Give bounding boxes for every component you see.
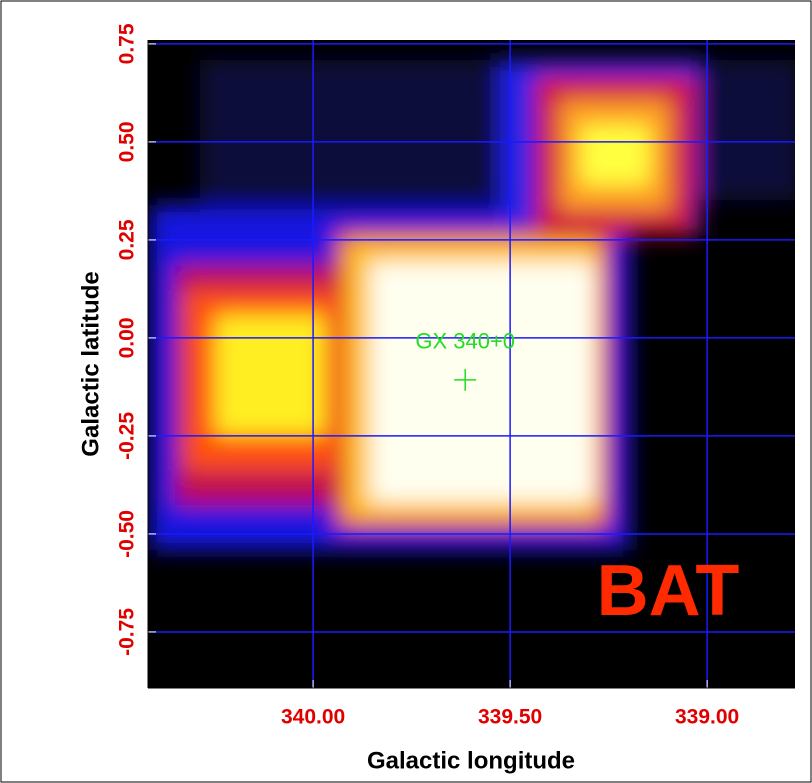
yellow-region xyxy=(215,315,325,435)
source-label: GX 340+0 xyxy=(415,329,515,354)
y-tick-label: 0.25 xyxy=(116,219,139,260)
y-tick-label: 0.50 xyxy=(116,121,139,162)
body: Galactic longitude Galactic latitude BAT… xyxy=(0,0,812,783)
y-tick-label: -0.75 xyxy=(116,608,139,656)
x-tick-label: 340.00 xyxy=(281,706,345,729)
x-axis-label: Galactic longitude xyxy=(367,747,575,774)
x-tick-label: 339.00 xyxy=(675,706,739,729)
y-tick-label: -0.25 xyxy=(116,412,139,460)
chart: Galactic longitude Galactic latitude BAT… xyxy=(0,0,812,783)
yellow-region xyxy=(580,125,650,185)
instrument-label: BAT xyxy=(597,551,740,631)
y-tick-label: -0.50 xyxy=(116,510,139,558)
y-tick-label: 0.00 xyxy=(116,317,139,358)
white-region xyxy=(370,262,595,502)
page: {"chart_data": {"type": "image", "x_labe… xyxy=(0,0,812,783)
y-axis-label: Galactic latitude xyxy=(77,271,104,456)
x-tick-label: 339.50 xyxy=(478,706,542,729)
y-tick-label: 0.75 xyxy=(116,23,139,64)
